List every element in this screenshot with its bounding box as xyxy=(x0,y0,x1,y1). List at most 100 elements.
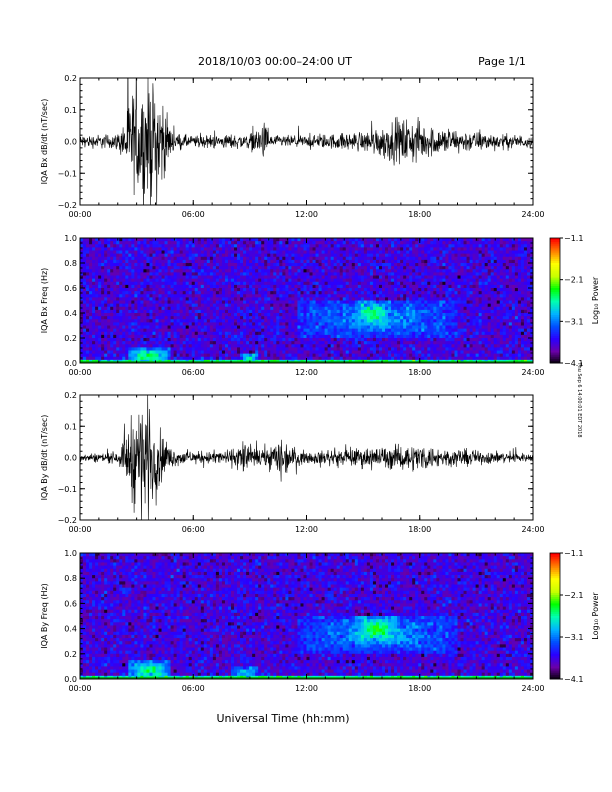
heatmap-cell xyxy=(369,300,374,305)
heatmap-cell xyxy=(200,316,205,320)
heatmap-cell xyxy=(237,253,241,258)
heatmap-cell xyxy=(363,275,368,280)
heatmap-cell xyxy=(360,306,365,311)
heatmap-cell xyxy=(397,319,401,323)
heatmap-cell xyxy=(285,266,289,270)
heatmap-cell xyxy=(378,334,383,339)
heatmap-cell xyxy=(255,341,259,345)
heatmap-cell xyxy=(191,347,196,351)
heatmap-cell xyxy=(155,241,159,245)
heatmap-cell xyxy=(333,331,338,336)
heatmap-cell xyxy=(92,303,96,308)
heatmap-cell xyxy=(430,306,434,311)
heatmap-cell xyxy=(279,316,283,320)
heatmap-cell xyxy=(119,244,123,248)
heatmap-cell xyxy=(270,328,274,333)
heatmap-cell xyxy=(372,281,377,286)
heatmap-cell xyxy=(261,259,265,264)
heatmap-cell xyxy=(285,331,289,336)
heatmap-cell xyxy=(107,353,111,358)
heatmap-cell xyxy=(397,263,401,267)
heatmap-cell xyxy=(119,259,123,264)
heatmap-cell xyxy=(107,319,111,323)
heatmap-cell xyxy=(421,281,425,286)
heatmap-cell xyxy=(372,250,377,255)
heatmap-cell xyxy=(433,250,437,255)
heatmap-cell xyxy=(267,309,271,314)
heatmap-cell xyxy=(95,306,99,311)
heatmap-cell xyxy=(369,338,374,342)
heatmap-cell xyxy=(143,356,147,361)
heatmap-cell xyxy=(360,275,365,280)
heatmap-cell xyxy=(131,256,135,261)
heatmap-cell xyxy=(342,328,347,333)
heatmap-cell xyxy=(418,303,422,308)
heatmap-cell xyxy=(176,303,181,308)
heatmap-cell xyxy=(212,325,217,330)
heatmap-cell xyxy=(140,291,144,295)
heatmap-cell xyxy=(80,269,84,273)
heatmap-cell xyxy=(391,269,395,273)
heatmap-cell xyxy=(149,284,153,289)
heatmap-cell xyxy=(424,253,428,258)
heatmap-cell xyxy=(125,284,129,289)
heatmap-cell xyxy=(327,238,332,242)
heatmap-cell xyxy=(366,309,371,314)
heatmap-cell xyxy=(131,334,135,339)
heatmap-cell xyxy=(276,353,280,358)
heatmap-cell xyxy=(333,238,338,242)
heatmap-cell xyxy=(279,259,283,264)
heatmap-cell xyxy=(227,238,232,242)
heatmap-cell xyxy=(176,300,181,305)
heatmap-cell xyxy=(418,281,422,286)
heatmap-cell xyxy=(152,294,156,298)
heatmap-cell xyxy=(173,350,178,355)
heatmap-cell xyxy=(203,272,208,276)
heatmap-cell xyxy=(246,338,250,342)
heatmap-cell xyxy=(237,281,241,286)
heatmap-cell xyxy=(394,303,398,308)
heatmap-cell xyxy=(388,269,392,273)
heatmap-cell xyxy=(330,259,335,264)
heatmap-cell xyxy=(294,259,298,264)
heatmap-cell xyxy=(270,356,274,361)
heatmap-cell xyxy=(243,291,247,295)
heatmap-cell xyxy=(83,344,87,348)
heatmap-cell xyxy=(95,341,99,345)
heatmap-cell xyxy=(375,309,380,314)
heatmap-cell xyxy=(378,322,383,326)
heatmap-cell xyxy=(119,278,123,283)
heatmap-cell xyxy=(336,238,341,242)
heatmap-cell xyxy=(397,278,401,283)
heatmap-cell xyxy=(155,344,159,348)
heatmap-cell xyxy=(240,256,244,261)
heatmap-cell xyxy=(98,263,102,267)
heatmap-cell xyxy=(285,253,289,258)
heatmap-cell xyxy=(409,300,413,305)
heatmap-cell xyxy=(330,275,335,280)
heatmap-cell xyxy=(378,275,383,280)
heatmap-cell xyxy=(309,328,313,333)
heatmap-cell xyxy=(215,338,220,342)
heatmap-cell xyxy=(300,300,304,305)
heatmap-cell xyxy=(161,241,165,245)
heatmap-cell xyxy=(357,259,362,264)
heatmap-cell xyxy=(382,266,386,270)
heatmap-cell xyxy=(212,266,217,270)
heatmap-cell xyxy=(264,294,268,298)
heatmap-cell xyxy=(227,247,232,251)
heatmap-cell xyxy=(439,325,443,330)
heatmap-cell xyxy=(388,325,392,330)
heatmap-cell xyxy=(345,247,350,251)
heatmap-cell xyxy=(122,244,126,248)
heatmap-cell xyxy=(406,247,410,251)
heatmap-cell xyxy=(125,353,129,358)
heatmap-cell xyxy=(363,344,368,348)
heatmap-cell xyxy=(92,325,96,330)
heatmap-cell xyxy=(179,328,184,333)
heatmap-cell xyxy=(258,288,262,292)
heatmap-cell xyxy=(276,247,280,251)
heatmap-cell xyxy=(333,356,338,361)
heatmap-cell xyxy=(92,269,96,273)
heatmap-cell xyxy=(321,281,326,286)
